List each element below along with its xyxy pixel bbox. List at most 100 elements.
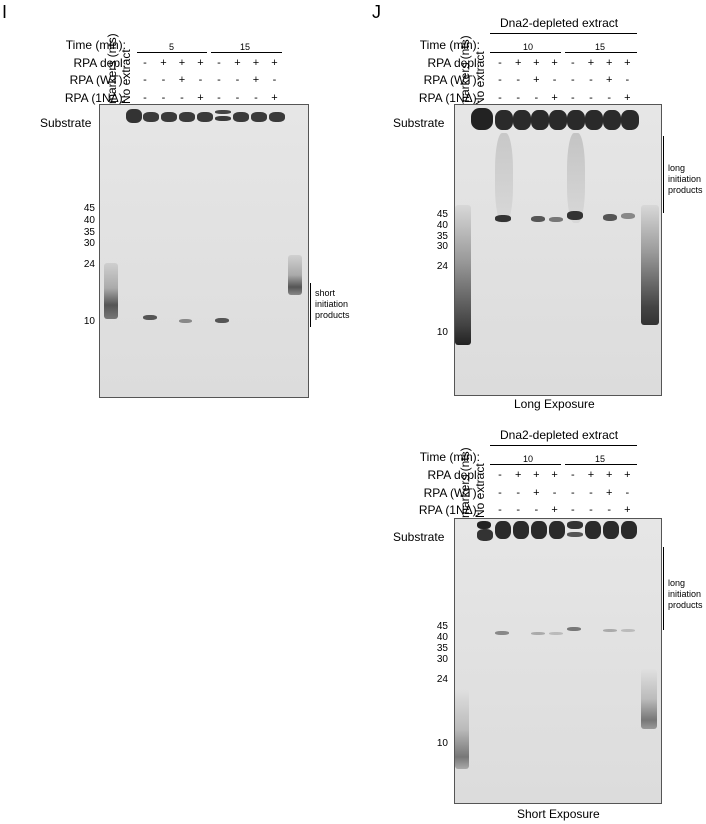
lane-symbol: - (516, 487, 521, 499)
row-label-rpa-wt: RPA (WT): (423, 486, 480, 500)
product-band (531, 632, 545, 635)
row-label-rpa-depl: RPA depl: (427, 56, 480, 70)
lane-symbol: - (498, 92, 502, 104)
substrate-band (531, 521, 547, 539)
substrate-band (603, 521, 619, 539)
bracket-label: short initiation products (315, 288, 350, 320)
product-band (549, 632, 563, 635)
lane-symbol: - (589, 92, 593, 104)
lane-symbol: + (533, 469, 540, 481)
substrate-band (567, 521, 583, 529)
substrate-label: Substrate (393, 530, 445, 544)
row-label-time: Time (min): (419, 450, 480, 464)
lane-symbol: - (498, 504, 502, 516)
substrate-band (621, 521, 637, 539)
substrate-band (161, 112, 177, 122)
substrate-band (495, 521, 511, 539)
bracket-label: long initiation products (668, 578, 703, 610)
lane-symbol: + (624, 469, 631, 481)
product-band (549, 217, 563, 222)
lane-symbol: - (589, 487, 593, 499)
lane-symbol: - (534, 92, 539, 104)
substrate-band (179, 112, 195, 122)
product-band (621, 629, 635, 632)
lane-symbol: - (235, 74, 240, 86)
marker-smear (641, 205, 659, 325)
product-band (567, 627, 581, 631)
substrate-band (585, 521, 601, 539)
exposure-caption: Long Exposure (514, 397, 595, 411)
lane-symbol: + (551, 57, 558, 69)
time-line-15 (565, 52, 637, 53)
lane-symbol: + (624, 57, 631, 69)
lane-symbol: - (552, 487, 557, 499)
substrate-band (621, 110, 639, 130)
marker-label: 40 (436, 632, 448, 643)
lane-symbol: + (605, 469, 613, 481)
lane-symbol: - (589, 74, 593, 86)
lane-symbol: + (234, 57, 241, 69)
row-label-rpa-1n: RPA (1NΔ): (64, 91, 126, 105)
lane-symbol: - (180, 92, 184, 104)
time-line-5 (137, 52, 207, 53)
lane-symbol: + (624, 504, 631, 516)
bracket-line (663, 547, 664, 630)
bracket-label: long initiation products (668, 163, 703, 195)
lane-symbol: - (217, 57, 221, 69)
lane-symbol: + (624, 92, 631, 104)
lane-symbol: - (552, 74, 557, 86)
lane-symbol: - (607, 504, 612, 516)
marker-label: 35 (436, 643, 448, 654)
panel-title: Dna2-depleted extract (500, 16, 619, 30)
lane-symbol: + (252, 57, 260, 69)
marker-label: 35 (83, 227, 95, 238)
title-rule (490, 33, 637, 34)
row-label-rpa-wt: RPA (WT): (69, 73, 126, 87)
time-5: 5 (169, 42, 175, 52)
row-label-time: Time (min): (419, 38, 480, 52)
row-label-rpa-depl: RPA depl: (427, 468, 480, 482)
row-label-rpa-1n: RPA (1NΔ): (418, 91, 480, 105)
time-10: 10 (523, 42, 534, 52)
marker-label: 10 (436, 327, 448, 338)
lane-symbol: + (514, 57, 522, 69)
lane-symbol: - (498, 57, 502, 69)
time-line-10 (490, 52, 561, 53)
product-band (603, 629, 617, 632)
marker-label: 35 (436, 231, 448, 242)
time-line-15 (565, 464, 637, 465)
panel-title: Dna2-depleted extract (500, 428, 619, 442)
lane-symbol: - (625, 487, 630, 499)
marker-label: 24 (436, 674, 448, 685)
substrate-band (585, 110, 603, 130)
lane-symbol: - (498, 469, 502, 481)
substrate-band (143, 112, 159, 122)
lane-symbol: + (271, 92, 278, 104)
product-band (143, 315, 157, 320)
row-label-rpa-wt: RPA (WT): (423, 73, 480, 87)
substrate-band (549, 110, 567, 130)
product-band (621, 213, 635, 219)
substrate-band (126, 109, 142, 123)
marker-smear (455, 205, 471, 345)
substrate-band (233, 112, 249, 122)
lane-symbol: + (587, 469, 595, 481)
product-band (495, 631, 509, 635)
substrate-band (567, 110, 585, 130)
lane-symbol: + (605, 57, 613, 69)
lane-symbol: + (533, 487, 540, 499)
product-band (179, 319, 192, 323)
gel-panel-j-short (454, 518, 662, 804)
row-label-rpa-depl: RPA depl: (73, 56, 126, 70)
marker-label: 45 (436, 621, 448, 632)
marker-label: 10 (83, 316, 95, 327)
product-band (567, 211, 583, 220)
substrate-band (471, 108, 493, 130)
lane-symbol: - (570, 92, 575, 104)
lane-symbol: + (605, 487, 613, 499)
lane-symbol: + (533, 57, 540, 69)
substrate-band (269, 112, 285, 122)
lane-symbol: - (143, 74, 147, 86)
marker-smear (288, 255, 302, 295)
product-band (531, 216, 545, 222)
